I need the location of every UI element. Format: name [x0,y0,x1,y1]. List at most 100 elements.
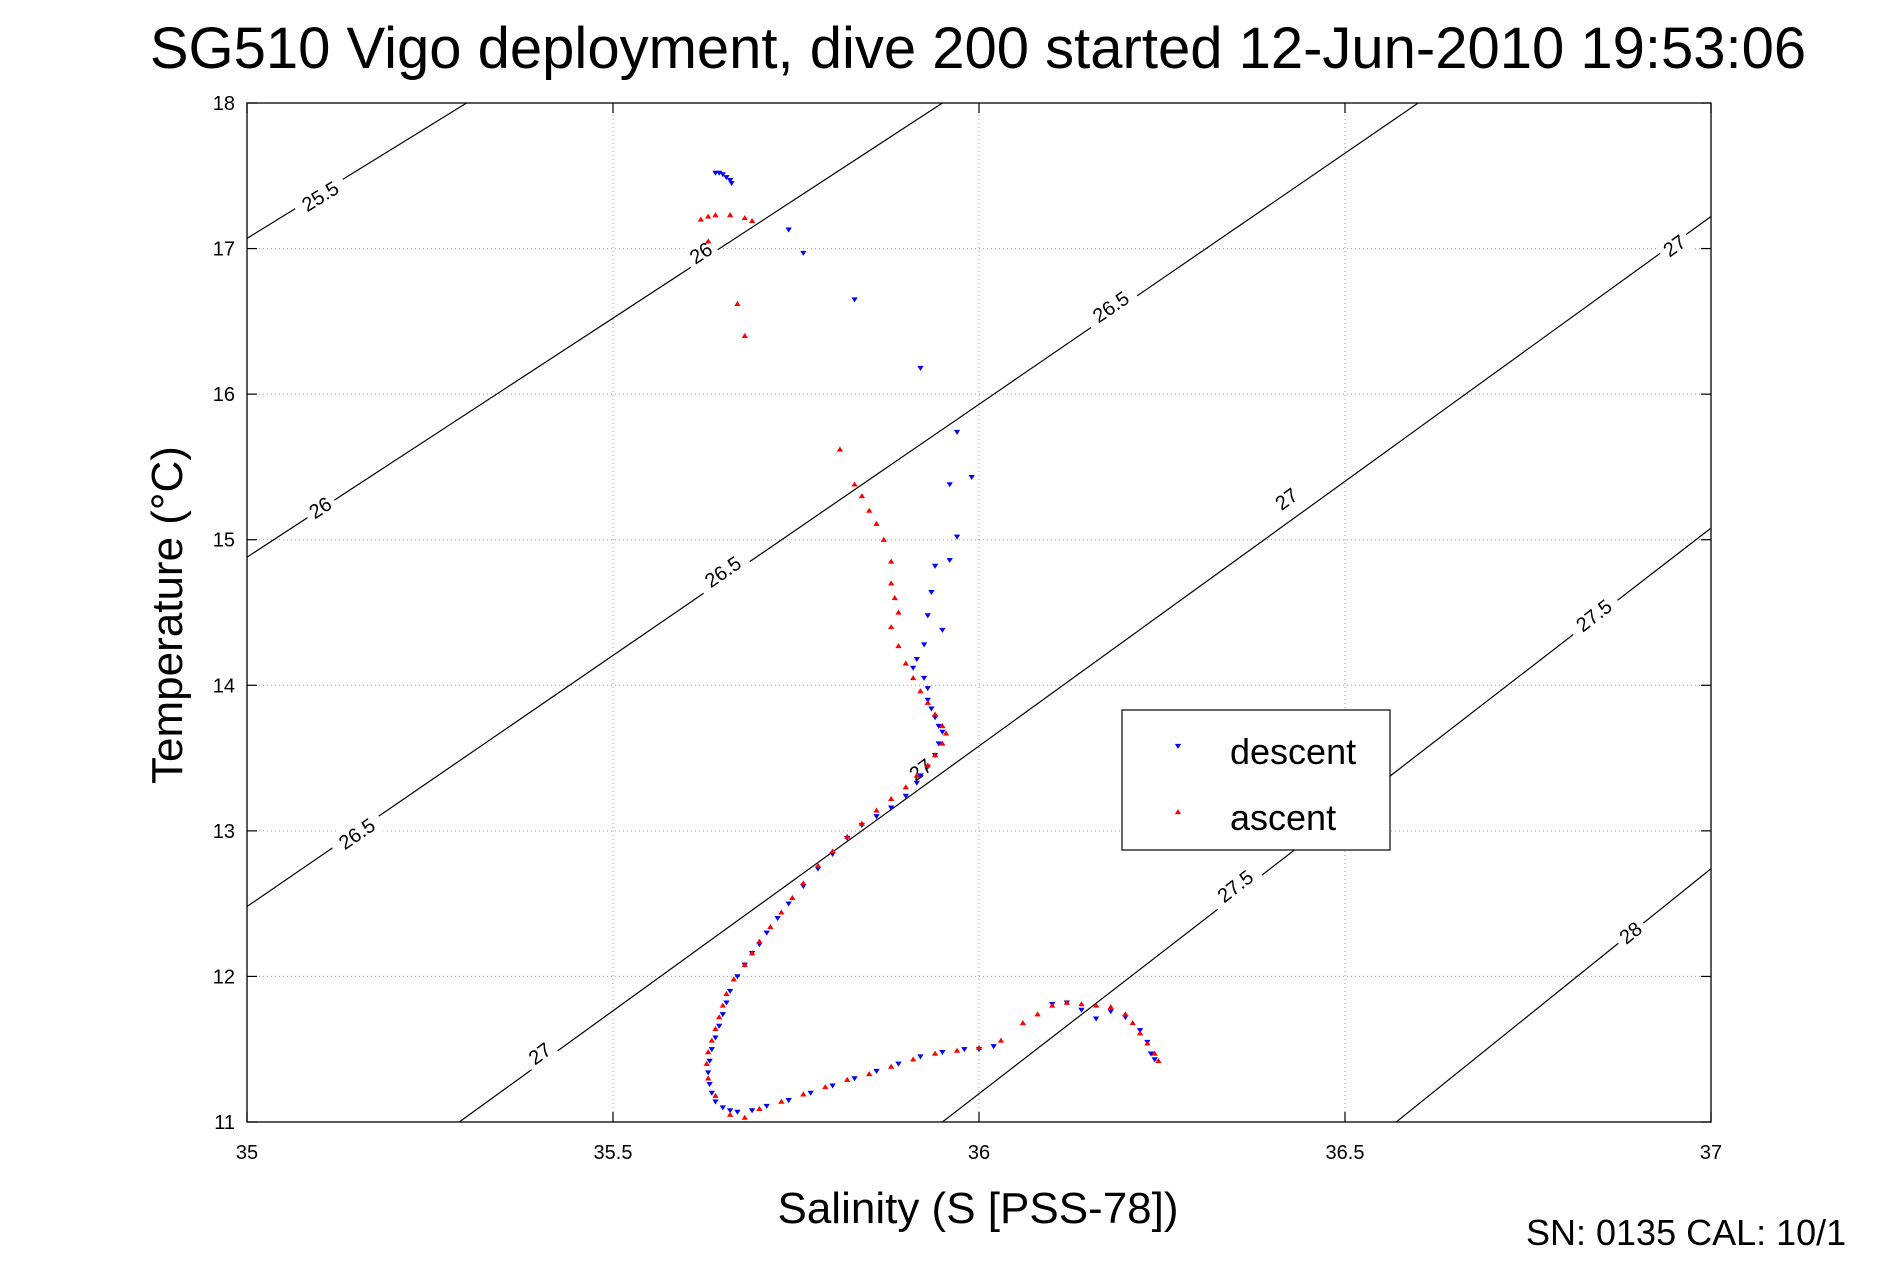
contour-label-group: 26 [680,233,722,273]
ascent-point [726,212,734,218]
contour-label-background [1563,588,1624,643]
ascent-point [800,1091,807,1097]
y-tick-label: 18 [213,93,235,115]
ascent-point [931,752,939,758]
ascent-point [1144,1040,1151,1046]
descent-point [939,627,946,633]
y-tick-label: 16 [213,384,235,406]
ascent-point [748,950,756,956]
descent-point [800,250,807,256]
ascent-point [726,1111,734,1117]
contour-label-background [289,170,351,222]
ascent-point [814,862,822,868]
descent-point [953,534,961,540]
ascent-point [789,894,796,900]
descent-point [873,814,880,820]
ascent-point [888,624,895,630]
contour-label-group: 26 [299,488,341,528]
y-tick-label: 12 [213,966,235,988]
ascent-point [880,536,887,542]
ascent-point [844,833,851,839]
ascent-point [975,1044,983,1050]
ascent-point [888,1063,895,1069]
descent-point [888,805,895,811]
descent-point [1092,1016,1100,1022]
contour-label-background [299,488,341,528]
ascent-point [902,660,909,666]
ascent-point [741,1114,748,1120]
descent-point [723,175,730,181]
contour-label-background [326,807,388,861]
ascent-point [1129,1020,1136,1026]
ascent-point [895,643,902,649]
ascent-point [924,699,931,705]
ascent-point [1049,1002,1056,1008]
descent-point [913,656,920,662]
ascent-point [1034,1011,1041,1017]
ascent-point [858,820,866,826]
ascent-point [1107,1004,1114,1010]
contour-label-group: 26.5 [692,545,754,599]
ascent-point [712,212,719,218]
ascent-point [997,1037,1005,1043]
contour-label-group: 27.5 [1205,858,1266,914]
descent-point [968,474,975,481]
grid-lines [247,103,1711,1122]
ascent-point [873,520,880,526]
descent-point [715,1023,723,1029]
descent-point [920,642,928,648]
contour-label-group: 25.5 [289,170,351,222]
ascent-point [822,1084,829,1090]
descent-point [1151,1057,1158,1063]
ascent-point [909,675,917,681]
descent-point [708,1047,715,1053]
ascent-point [858,493,866,499]
x-tick-label: 36.5 [1326,1142,1365,1164]
ascent-point [1136,1030,1144,1036]
descent-point [712,1035,719,1041]
descent-point [726,1108,734,1114]
descent-point [763,1103,770,1109]
descent-point [785,901,792,907]
ascent-point [800,880,807,886]
ascent-point [741,961,748,967]
ascent-point [1078,1001,1085,1007]
descent-point [990,1044,997,1050]
contour-label-background [899,749,942,790]
ascent-point [1122,1011,1129,1017]
descent-point [873,1068,880,1074]
ascent-point [942,730,950,736]
contour-label-background [1080,280,1142,334]
descent-point [902,793,909,799]
ascent-point [708,1037,715,1043]
descent-point [763,930,770,936]
ascent-point [756,938,763,944]
contour-label-background [1205,858,1266,914]
density-contour-28 [1395,868,1711,1122]
descent-point [719,1012,726,1018]
descent-point [946,557,953,564]
ascent-point [888,558,895,564]
descent-point [917,1054,924,1060]
x-tick-label: 35 [236,1142,258,1164]
ascent-point [697,216,704,222]
x-tick-label: 36 [968,1142,990,1164]
descent-point [719,1105,726,1111]
descent-point [1107,1009,1114,1015]
legend: descent ascent [1121,709,1391,851]
descent-point [726,988,734,994]
descent-point [909,665,917,671]
descent-point [931,563,939,569]
descent-point [939,729,946,735]
ascent-point [705,1075,712,1081]
ascent-point [829,848,836,854]
ascent-point [741,215,748,221]
ascent-point [705,1049,712,1055]
legend-marker-descent [1174,743,1182,749]
y-tick-label: 17 [213,239,235,261]
contour-label-group: 26.5 [326,807,388,861]
ascent-point [939,723,946,729]
